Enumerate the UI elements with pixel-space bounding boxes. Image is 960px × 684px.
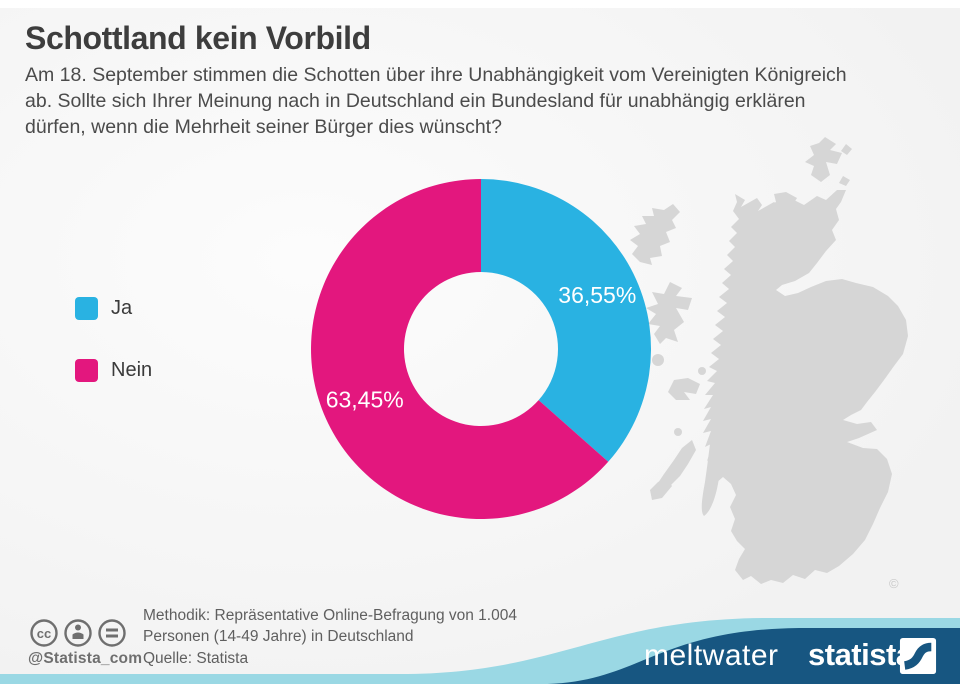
license-icons: cc	[30, 619, 126, 647]
donut-chart: 36,55% 63,45%	[281, 149, 681, 549]
islet	[698, 367, 706, 375]
islet	[839, 176, 850, 186]
legend-item-nein: Nein	[75, 359, 152, 382]
skye-shape	[646, 282, 692, 344]
top-white-strip	[0, 0, 960, 8]
orkney-shetland-shape	[805, 137, 842, 182]
meltwater-logo: meltwater	[644, 639, 779, 672]
source-text: Quelle: Statista	[143, 650, 249, 667]
statista-logo-icon	[899, 637, 937, 675]
map-copyright: ©	[889, 576, 899, 591]
donut-value-label-nein: 63,45%	[326, 386, 404, 412]
scotland-mainland-shape	[703, 190, 908, 584]
subtitle: Am 18. September stimmen die Schotten üb…	[25, 62, 945, 140]
donut-chart-svg: 36,55% 63,45%	[311, 179, 652, 519]
subtitle-line-3: dürfen, wenn die Mehrheit seiner Bürger …	[25, 116, 502, 138]
page-title: Schottland kein Vorbild	[25, 20, 371, 56]
kintyre-peninsula-shape	[701, 428, 722, 516]
statista-handle: @Statista_com	[28, 650, 143, 667]
lewis-harris-shape	[630, 204, 680, 265]
methodik-line-2: Personen (14-49 Jahre) in Deutschland	[143, 628, 414, 645]
legend-swatch-ja	[75, 297, 98, 320]
attribution-person-icon	[64, 619, 92, 647]
cc-icon: cc	[30, 619, 58, 647]
svg-text:cc: cc	[37, 626, 51, 641]
islet	[674, 428, 682, 436]
arran-shape	[715, 453, 733, 471]
legend-item-ja: Ja	[75, 297, 152, 320]
donut-slice-nein	[311, 179, 609, 519]
legend-swatch-nein	[75, 359, 98, 382]
equals-icon	[98, 619, 126, 647]
mull-shape	[668, 378, 700, 400]
islay-shape	[650, 478, 672, 500]
chart-legend: Ja Nein	[75, 297, 152, 421]
statista-logo: statista	[808, 637, 913, 672]
donut-slice-ja	[481, 179, 652, 462]
subtitle-line-1: Am 18. September stimmen die Schotten üb…	[25, 64, 847, 86]
methodik-text: Methodik: Repräsentative Online-Befragun…	[143, 605, 517, 647]
statista-icon-swoosh	[903, 642, 932, 670]
subtitle-line-2: ab. Sollte sich Ihrer Meinung nach in De…	[25, 90, 806, 112]
legend-label-ja: Ja	[111, 297, 133, 319]
islet	[841, 144, 852, 155]
donut-value-label-ja: 36,55%	[558, 282, 636, 308]
legend-label-nein: Nein	[111, 359, 153, 381]
methodik-line-1: Methodik: Repräsentative Online-Befragun…	[143, 607, 517, 624]
wave-dark	[540, 628, 960, 684]
orkney-shape	[766, 192, 802, 231]
islet	[652, 354, 664, 366]
bottom-wave-band	[0, 618, 960, 684]
